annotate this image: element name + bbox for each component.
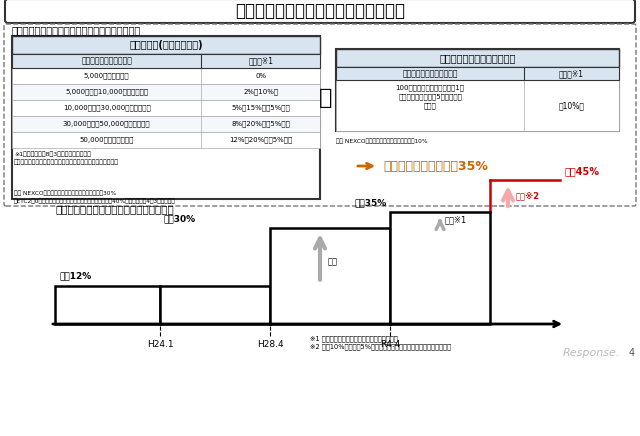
Bar [12, 84, 320, 100]
Text: 50,000円を超える部分: 50,000円を超える部分 [79, 137, 134, 143]
Text: あたり平均利用額が5千円を超え: あたり平均利用額が5千円を超え [398, 94, 462, 100]
Text: 最大30%: 最大30% [163, 214, 195, 223]
Bar [336, 80, 619, 131]
Text: 最大35%: 最大35% [355, 198, 387, 207]
Text: Response.: Response. [563, 348, 620, 358]
Text: ＋: ＋ [319, 88, 333, 108]
Bar [12, 116, 320, 132]
Text: 割引率※1: 割引率※1 [559, 69, 584, 78]
Bar [12, 68, 320, 84]
Bar [390, 212, 490, 324]
Bar [336, 67, 619, 80]
Bar [12, 132, 320, 148]
Text: H24.1: H24.1 [147, 340, 173, 349]
Text: うち【】内は中央環状線の内側を通過しない交通の拡充分。: うち【】内は中央環状線の内側を通過しない交通の拡充分。 [14, 159, 119, 165]
Text: R4.4: R4.4 [380, 340, 400, 349]
Text: 月間利用額（車両単位）: 月間利用額（車両単位） [81, 57, 132, 65]
Text: 大口割引（契約者単位割引）: 大口割引（契約者単位割引） [439, 53, 516, 63]
Bar [12, 36, 320, 199]
Text: 拡充※1: 拡充※1 [445, 215, 467, 225]
Text: 0%: 0% [255, 73, 266, 79]
Text: 割引率※1: 割引率※1 [248, 57, 273, 65]
Text: 30,000円超～50,000円以下の部分: 30,000円超～50,000円以下の部分 [63, 121, 150, 127]
Text: 8%（20%【＋5%】）: 8%（20%【＋5%】） [231, 121, 290, 127]
Text: 継続: 継続 [328, 257, 338, 266]
Text: ※2 拡充10%のうち、5%は中央環状線の内側を通過しない交通に限定: ※2 拡充10%のうち、5%は中央環状線の内側を通過しない交通に限定 [310, 344, 451, 350]
Text: ※1 中央環状線の内側を通過しない交通に限定: ※1 中央環状線の内側を通過しない交通に限定 [310, 336, 397, 342]
Text: 5%（15%【＋5%】）: 5%（15%【＋5%】） [231, 105, 290, 111]
Bar [12, 54, 320, 68]
FancyBboxPatch shape [4, 24, 636, 206]
Text: 注） NEXCOの高速自動車国道等については、最大30%: 注） NEXCOの高速自動車国道等については、最大30% [14, 191, 116, 196]
Text: 注） NEXCOの高速自動車国道等については10%: 注） NEXCOの高速自動車国道等については10% [336, 138, 428, 144]
Text: 最大45%: 最大45% [565, 166, 600, 176]
Bar [12, 36, 320, 54]
Bar [336, 49, 619, 131]
Text: ETC2．0を利用する自動車運送事業者については、最大40%に拡充（令和4年3月末まで）: ETC2．0を利用する自動車運送事業者については、最大40%に拡充（令和4年3月… [14, 198, 176, 204]
Text: 【首都高速における大口・多頻度割引率】: 【首都高速における大口・多頻度割引率】 [55, 204, 173, 214]
FancyBboxPatch shape [5, 0, 635, 23]
Bar [270, 228, 390, 324]
Text: ※1（）内は令和8年3月末までの割引率。: ※1（）内は令和8年3月末までの割引率。 [14, 151, 91, 157]
Bar [336, 49, 619, 67]
Text: 2%（10%）: 2%（10%） [243, 89, 278, 95]
Text: 10,000円超～30,000円以下の部分: 10,000円超～30,000円以下の部分 [63, 105, 150, 111]
Text: 12%（20%【＋5%】）: 12%（20%【＋5%】） [229, 137, 292, 143]
Text: 4: 4 [629, 348, 635, 358]
Text: 首都高速の大口・多頻度割引について: 首都高速の大口・多頻度割引について [235, 2, 405, 20]
Text: 現行の最大割引率　約35%: 現行の最大割引率 約35% [383, 160, 488, 173]
Text: 100万円を超え、かつ自動車1台: 100万円を超え、かつ自動車1台 [396, 85, 465, 91]
Bar [160, 286, 270, 324]
Text: 5,000円超～10,000円以下の部分: 5,000円超～10,000円以下の部分 [65, 89, 148, 95]
Bar [12, 100, 320, 116]
Text: 拡充※2: 拡充※2 [516, 191, 540, 201]
Text: 最大12%: 最大12% [60, 272, 92, 281]
Text: 5,000円以下の部分: 5,000円以下の部分 [84, 73, 129, 79]
Text: 多頻度割引(車両単位割引): 多頻度割引(車両単位割引) [129, 40, 203, 50]
Text: H28.4: H28.4 [257, 340, 284, 349]
Text: （10%）: （10%） [559, 101, 584, 110]
Text: 月間利用額（契約者単位）: 月間利用額（契約者単位） [403, 69, 458, 78]
Text: る場合: る場合 [424, 103, 436, 109]
Bar [55, 286, 160, 324]
Text: 【首都高速の大口・多頻度割引の概要（現状）】: 【首都高速の大口・多頻度割引の概要（現状）】 [12, 25, 141, 35]
